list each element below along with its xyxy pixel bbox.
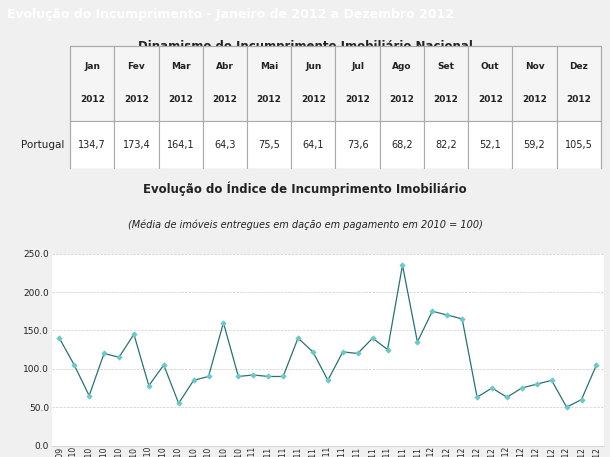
Text: Mar: Mar — [171, 62, 190, 71]
Text: Jul: Jul — [351, 62, 364, 71]
Text: Dinamismo do Incumprimento Imobiliário Nacional: Dinamismo do Incumprimento Imobiliário N… — [138, 40, 472, 53]
Text: Evolução do Índice de Incumprimento Imobiliário: Evolução do Índice de Incumprimento Imob… — [143, 182, 467, 197]
Text: Portugal: Portugal — [21, 140, 64, 150]
Text: 2012: 2012 — [257, 96, 282, 105]
Text: 164,1: 164,1 — [167, 140, 195, 150]
Text: 2012: 2012 — [124, 96, 149, 105]
Text: 75,5: 75,5 — [258, 140, 280, 150]
FancyBboxPatch shape — [512, 46, 556, 121]
Text: Mai: Mai — [260, 62, 278, 71]
Text: (Média de imóveis entregues em dação em pagamento em 2010 = 100): (Média de imóveis entregues em dação em … — [127, 220, 483, 230]
Text: 105,5: 105,5 — [565, 140, 593, 150]
FancyBboxPatch shape — [115, 46, 159, 121]
FancyBboxPatch shape — [336, 46, 379, 121]
FancyBboxPatch shape — [70, 121, 115, 169]
FancyBboxPatch shape — [512, 121, 556, 169]
FancyBboxPatch shape — [424, 121, 468, 169]
Text: 2012: 2012 — [345, 96, 370, 105]
Text: (Média de imóveis entregues em dação em pagamento em 2010 = 100): (Média de imóveis entregues em dação em … — [127, 53, 483, 64]
Text: 2012: 2012 — [212, 96, 237, 105]
FancyBboxPatch shape — [203, 46, 247, 121]
FancyBboxPatch shape — [424, 46, 468, 121]
FancyBboxPatch shape — [159, 121, 203, 169]
FancyBboxPatch shape — [70, 46, 115, 121]
FancyBboxPatch shape — [292, 121, 336, 169]
FancyBboxPatch shape — [468, 121, 512, 169]
Text: 73,6: 73,6 — [347, 140, 368, 150]
FancyBboxPatch shape — [379, 121, 424, 169]
Text: 68,2: 68,2 — [391, 140, 412, 150]
Text: 2012: 2012 — [168, 96, 193, 105]
Text: 64,3: 64,3 — [214, 140, 235, 150]
FancyBboxPatch shape — [115, 121, 159, 169]
FancyBboxPatch shape — [203, 121, 247, 169]
FancyBboxPatch shape — [159, 46, 203, 121]
Text: 2012: 2012 — [478, 96, 503, 105]
Text: 2012: 2012 — [434, 96, 459, 105]
Text: 2012: 2012 — [522, 96, 547, 105]
Text: 52,1: 52,1 — [479, 140, 501, 150]
FancyBboxPatch shape — [468, 46, 512, 121]
Text: Jun: Jun — [305, 62, 321, 71]
FancyBboxPatch shape — [336, 121, 379, 169]
Text: Ago: Ago — [392, 62, 412, 71]
FancyBboxPatch shape — [247, 46, 292, 121]
FancyBboxPatch shape — [556, 121, 601, 169]
FancyBboxPatch shape — [556, 46, 601, 121]
Text: 2012: 2012 — [389, 96, 414, 105]
Text: Nov: Nov — [525, 62, 544, 71]
Text: Evolução do Incumprimento - Janeiro de 2012 a Dezembro 2012: Evolução do Incumprimento - Janeiro de 2… — [7, 8, 454, 21]
Text: Abr: Abr — [216, 62, 234, 71]
Text: 134,7: 134,7 — [79, 140, 106, 150]
Text: Dez: Dez — [569, 62, 588, 71]
Text: 2012: 2012 — [566, 96, 591, 105]
FancyBboxPatch shape — [247, 121, 292, 169]
Text: Jan: Jan — [84, 62, 100, 71]
Text: 2012: 2012 — [80, 96, 105, 105]
FancyBboxPatch shape — [292, 46, 336, 121]
Text: Set: Set — [437, 62, 454, 71]
FancyBboxPatch shape — [379, 46, 424, 121]
Text: Fev: Fev — [127, 62, 145, 71]
Text: 2012: 2012 — [301, 96, 326, 105]
Text: 59,2: 59,2 — [523, 140, 545, 150]
Text: Out: Out — [481, 62, 500, 71]
Text: 64,1: 64,1 — [303, 140, 324, 150]
Text: 82,2: 82,2 — [435, 140, 457, 150]
Text: 173,4: 173,4 — [123, 140, 150, 150]
